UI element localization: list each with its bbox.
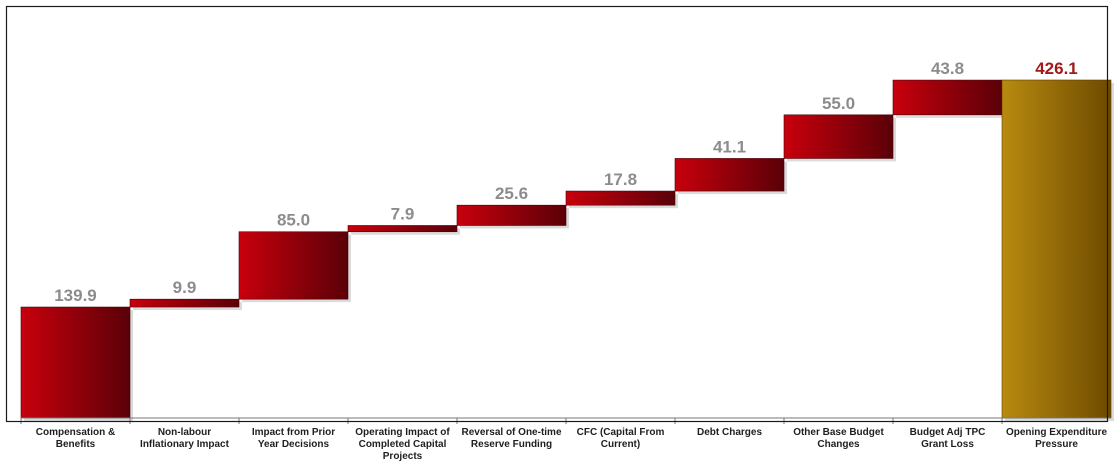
increment-bar — [783, 114, 894, 159]
data-label: 55.0 — [822, 94, 855, 113]
data-label: 43.8 — [931, 59, 964, 78]
increment-bar — [238, 231, 349, 300]
data-label: 9.9 — [173, 278, 197, 297]
increment-bar — [565, 190, 676, 206]
category-label: Impact from Prior Year Decisions — [252, 427, 335, 450]
category-label: Non-labour Inflationary Impact — [140, 427, 230, 450]
data-label: 85.0 — [277, 211, 310, 230]
increment-bar — [20, 306, 131, 419]
category-label: Opening Expenditure Pressure — [1006, 427, 1108, 450]
bar-layer — [20, 79, 1112, 419]
category-label: Budget Adj TPC Grant Loss — [910, 427, 986, 450]
category-label: Debt Charges — [697, 427, 762, 438]
category-label: CFC (Capital From Current) — [577, 427, 665, 450]
increment-bar — [892, 79, 1003, 116]
data-label: 25.6 — [495, 184, 528, 203]
category-label: Other Base Budget Changes — [793, 427, 884, 450]
increment-bar — [456, 204, 567, 226]
data-label: 17.8 — [604, 170, 637, 189]
chart-border — [5, 5, 1109, 423]
category-label: Operating Impact of Completed Capital Proj… — [355, 427, 450, 462]
category-label-layer: Compensation & Benefits Non-labour Inflatio… — [36, 427, 1108, 462]
bar-shadow-layer — [24, 83, 1114, 421]
increment-bar — [674, 158, 785, 192]
data-label: 41.1 — [713, 137, 746, 156]
data-label: 7.9 — [391, 204, 415, 223]
category-label: Compensation & Benefits — [36, 427, 115, 450]
data-label: 139.9 — [54, 286, 97, 305]
increment-bar — [347, 225, 458, 233]
value-label-layer: 139.9 9.9 85.0 7.9 25.6 17.8 41.1 55.0 43.8 426.1 — [54, 59, 1078, 305]
data-label: 426.1 — [1035, 59, 1078, 78]
increment-bar — [129, 298, 240, 308]
category-label: Reversal of One-time Reserve Funding — [461, 427, 561, 450]
total-bar — [1001, 79, 1112, 419]
